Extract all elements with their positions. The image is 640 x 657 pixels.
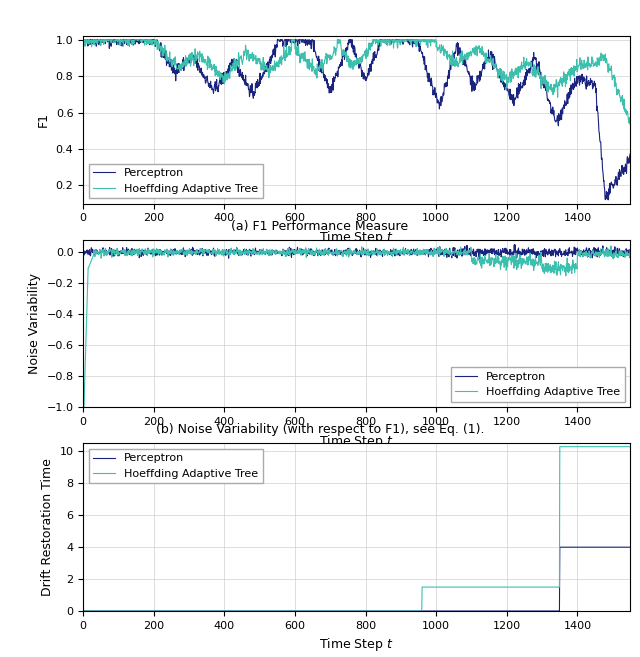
X-axis label: Time Step $t$: Time Step $t$ xyxy=(319,229,394,246)
Y-axis label: Drift Restoration Time: Drift Restoration Time xyxy=(41,459,54,596)
Hoeffding Adaptive Tree xyxy=(123,251,131,259)
Hoeffding Adaptive Tree xyxy=(556,443,564,451)
Perceptron xyxy=(79,36,87,44)
Hoeffding Adaptive Tree xyxy=(134,246,142,254)
Hoeffding Adaptive Tree xyxy=(518,583,526,591)
Hoeffding Adaptive Tree xyxy=(134,607,142,615)
Legend: Perceptron, Hoeffding Adaptive Tree: Perceptron, Hoeffding Adaptive Tree xyxy=(451,367,625,402)
Perceptron xyxy=(519,249,527,257)
Line: Hoeffding Adaptive Tree: Hoeffding Adaptive Tree xyxy=(83,447,630,611)
Hoeffding Adaptive Tree xyxy=(536,583,544,591)
Y-axis label: Noise Variability: Noise Variability xyxy=(28,273,41,374)
X-axis label: Time Step $t$: Time Step $t$ xyxy=(319,432,394,449)
Y-axis label: F1: F1 xyxy=(37,112,50,127)
Perceptron xyxy=(556,543,564,551)
Hoeffding Adaptive Tree xyxy=(80,403,88,411)
Text: (b) Noise Variability (with respect to F1), see Eq. (1).: (b) Noise Variability (with respect to F… xyxy=(156,423,484,436)
Perceptron xyxy=(536,70,544,78)
Text: (a) F1 Performance Measure: (a) F1 Performance Measure xyxy=(232,219,408,233)
Hoeffding Adaptive Tree xyxy=(610,74,618,81)
Perceptron xyxy=(285,36,292,44)
Hoeffding Adaptive Tree xyxy=(79,248,87,256)
X-axis label: Time Step $t$: Time Step $t$ xyxy=(319,636,394,653)
Hoeffding Adaptive Tree xyxy=(285,43,292,51)
Perceptron xyxy=(285,250,292,258)
Legend: Perceptron, Hoeffding Adaptive Tree: Perceptron, Hoeffding Adaptive Tree xyxy=(89,449,263,484)
Perceptron xyxy=(134,607,142,615)
Perceptron xyxy=(610,181,618,189)
Perceptron xyxy=(122,36,130,44)
Hoeffding Adaptive Tree xyxy=(122,36,130,44)
Hoeffding Adaptive Tree xyxy=(79,607,87,615)
Perceptron xyxy=(79,248,87,256)
Perceptron xyxy=(475,256,483,263)
Hoeffding Adaptive Tree xyxy=(626,443,634,451)
Perceptron xyxy=(285,607,292,615)
Perceptron xyxy=(604,196,612,204)
Perceptron xyxy=(626,250,634,258)
Hoeffding Adaptive Tree xyxy=(518,62,526,70)
Line: Perceptron: Perceptron xyxy=(83,244,630,260)
Hoeffding Adaptive Tree xyxy=(79,36,87,44)
Perceptron xyxy=(611,246,618,254)
Perceptron xyxy=(134,248,142,256)
Hoeffding Adaptive Tree xyxy=(285,607,292,615)
Hoeffding Adaptive Tree xyxy=(122,607,130,615)
Perceptron xyxy=(122,607,130,615)
Hoeffding Adaptive Tree xyxy=(610,443,618,451)
Line: Perceptron: Perceptron xyxy=(83,547,630,611)
Line: Hoeffding Adaptive Tree: Hoeffding Adaptive Tree xyxy=(83,246,630,407)
Hoeffding Adaptive Tree xyxy=(519,260,527,268)
Legend: Perceptron, Hoeffding Adaptive Tree: Perceptron, Hoeffding Adaptive Tree xyxy=(89,164,263,198)
Hoeffding Adaptive Tree xyxy=(536,74,544,82)
Hoeffding Adaptive Tree xyxy=(626,120,634,128)
Hoeffding Adaptive Tree xyxy=(611,250,618,258)
Perceptron xyxy=(537,253,545,261)
Hoeffding Adaptive Tree xyxy=(537,255,545,263)
Perceptron xyxy=(518,82,526,90)
Hoeffding Adaptive Tree xyxy=(285,249,293,257)
Line: Hoeffding Adaptive Tree: Hoeffding Adaptive Tree xyxy=(83,40,630,124)
Perceptron xyxy=(518,607,526,615)
Perceptron xyxy=(511,240,519,248)
Perceptron xyxy=(79,607,87,615)
Perceptron xyxy=(626,543,634,551)
Hoeffding Adaptive Tree xyxy=(134,36,142,44)
Perceptron xyxy=(122,246,130,254)
Hoeffding Adaptive Tree xyxy=(607,242,615,250)
Perceptron xyxy=(626,150,634,158)
Perceptron xyxy=(536,607,544,615)
Perceptron xyxy=(610,543,618,551)
Perceptron xyxy=(134,38,142,46)
Line: Perceptron: Perceptron xyxy=(83,40,630,200)
Hoeffding Adaptive Tree xyxy=(626,246,634,254)
